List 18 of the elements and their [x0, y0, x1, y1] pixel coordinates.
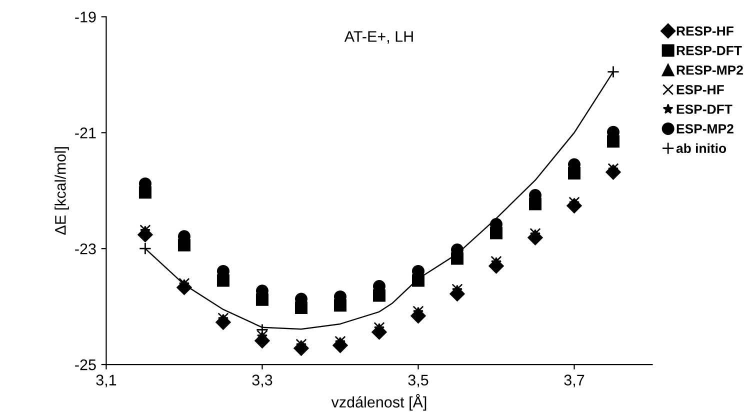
legend-label: RESP-HF [676, 26, 734, 36]
y-tick-label: -19 [75, 12, 96, 22]
x-tick-label: 3,7 [564, 374, 584, 388]
text: AT-E+, LH [344, 31, 413, 44]
x-tick-label: 3,5 [408, 374, 428, 388]
y-tick-label: -25 [75, 359, 96, 370]
y-axis-title: ΔE [kcal/mol] [54, 147, 69, 235]
x-tick-label: 3,1 [96, 374, 116, 388]
legend-label: ESP-MP2 [676, 124, 734, 134]
legend-label: ESP-DFT [676, 104, 732, 114]
x-tick-label: 3,3 [252, 374, 272, 388]
x-axis-title: vzdálenost [Å] [331, 394, 426, 411]
y-tick-label: -21 [75, 128, 96, 138]
y-tick-label: -23 [75, 243, 96, 254]
legend-label: RESP-DFT [676, 46, 742, 56]
legend-label: ab initio [676, 143, 726, 154]
legend-label: RESP-MP2 [676, 65, 743, 75]
legend-label: ESP-HF [676, 85, 724, 94]
